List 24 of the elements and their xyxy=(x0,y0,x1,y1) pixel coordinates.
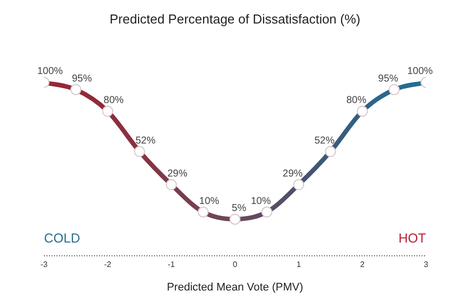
data-label: 29% xyxy=(282,168,303,180)
data-label: 5% xyxy=(232,202,246,214)
x-tick-label: 3 xyxy=(424,260,429,270)
data-label: 100% xyxy=(407,66,433,78)
x-tick-label: -2 xyxy=(104,260,112,270)
data-label: 100% xyxy=(37,66,63,78)
data-label: 95% xyxy=(72,73,92,84)
data-label: 52% xyxy=(135,135,156,146)
data-label: 80% xyxy=(346,94,366,106)
chart-title: Predicted Percentage of Dissatisfaction (%) xyxy=(110,11,360,26)
data-label: 10% xyxy=(250,196,271,207)
x-tick-label: -1 xyxy=(168,260,176,270)
x-axis-title: Predicted Mean Vote (PMV) xyxy=(166,281,304,294)
data-label: 10% xyxy=(199,196,220,207)
x-tick-label: 1 xyxy=(296,260,302,270)
text: HOT xyxy=(398,230,426,246)
data-label: 29% xyxy=(167,168,188,180)
x-tick-label: 2 xyxy=(360,260,366,270)
data-label: 52% xyxy=(314,135,335,146)
x-tick-label: -3 xyxy=(40,260,48,270)
x-tick-label: 0 xyxy=(232,260,238,270)
data-label: 80% xyxy=(104,94,124,106)
data-label: 95% xyxy=(378,73,398,84)
text: COLD xyxy=(44,230,80,246)
